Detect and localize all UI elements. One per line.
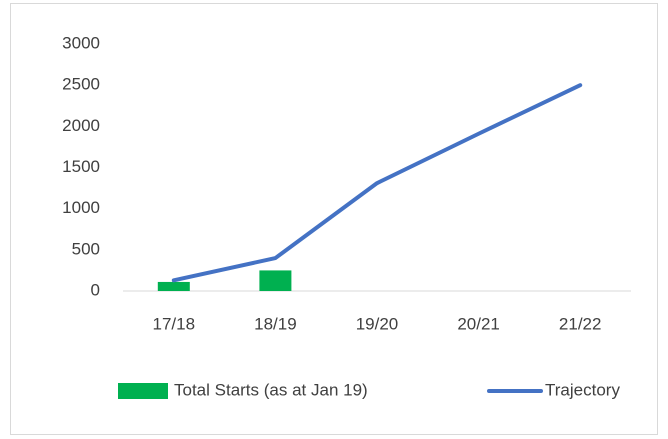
y-tick-label: 0 bbox=[91, 280, 100, 299]
y-tick-label: 1000 bbox=[62, 198, 100, 217]
legend-swatch bbox=[118, 383, 168, 399]
x-tick-label: 18/19 bbox=[254, 314, 297, 333]
y-tick-label: 3000 bbox=[62, 33, 100, 52]
x-tick-label: 21/22 bbox=[559, 314, 602, 333]
y-tick-label: 500 bbox=[72, 239, 100, 258]
y-tick-label: 2500 bbox=[62, 75, 100, 94]
chart-border bbox=[10, 3, 658, 435]
y-tick-label: 1500 bbox=[62, 157, 100, 176]
line bbox=[171, 83, 583, 283]
y-tick-label: 2000 bbox=[62, 116, 100, 135]
x-tick-label: 17/18 bbox=[153, 314, 196, 333]
x-tick-label: 19/20 bbox=[356, 314, 399, 333]
bar bbox=[259, 270, 292, 291]
legend-label: Total Starts (as at Jan 19) bbox=[174, 380, 368, 399]
legend-label: Trajectory bbox=[545, 380, 620, 399]
bar bbox=[157, 281, 190, 291]
x-tick-label: 20/21 bbox=[457, 314, 500, 333]
